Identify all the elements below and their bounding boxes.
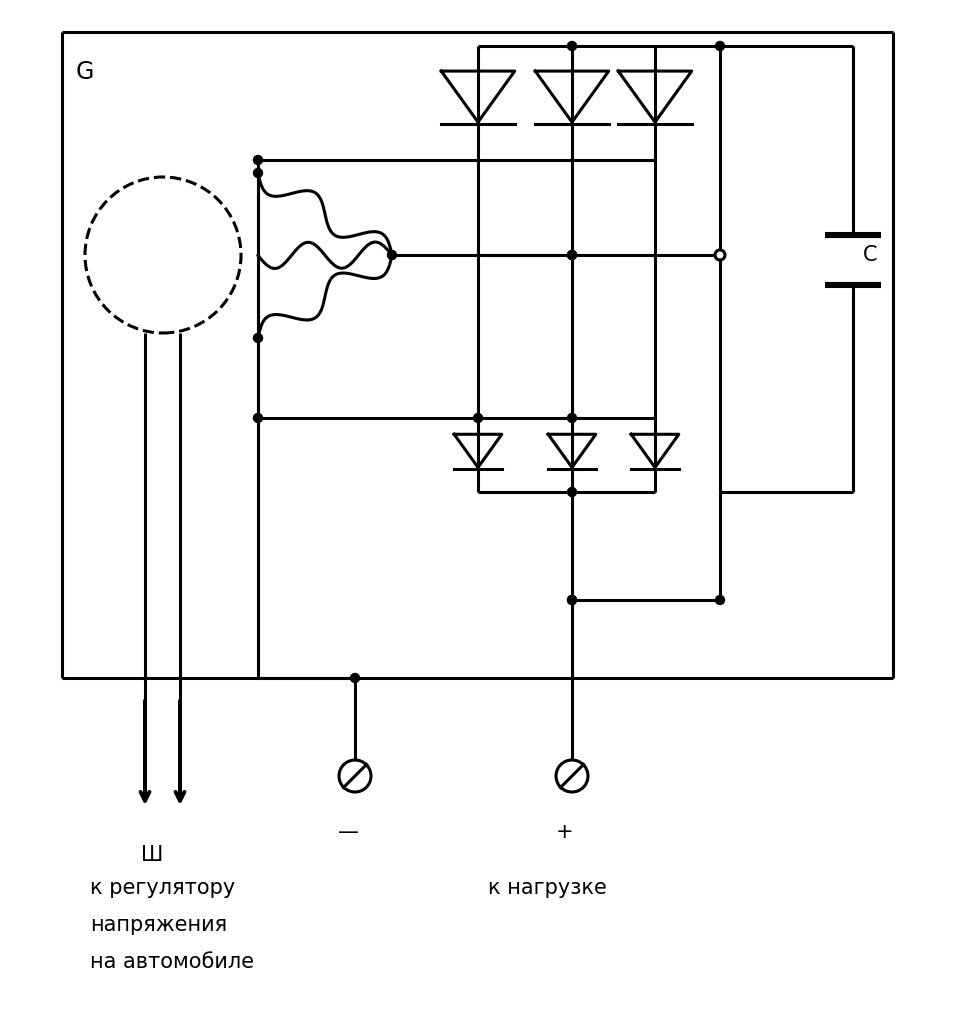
Circle shape	[567, 42, 577, 50]
Circle shape	[351, 674, 359, 683]
Text: G: G	[76, 60, 95, 84]
Text: к нагрузке: к нагрузке	[488, 878, 606, 898]
Circle shape	[716, 596, 724, 604]
Circle shape	[254, 156, 262, 165]
Text: C: C	[863, 245, 878, 265]
Circle shape	[254, 414, 262, 423]
Circle shape	[567, 251, 577, 259]
Circle shape	[254, 334, 262, 342]
Circle shape	[567, 251, 577, 259]
Text: —: —	[337, 822, 358, 842]
Text: +: +	[557, 822, 574, 842]
Text: напряжения: напряжения	[90, 915, 227, 935]
Text: к регулятору: к регулятору	[90, 878, 236, 898]
Text: на автомобиле: на автомобиле	[90, 952, 254, 972]
Text: Ш: Ш	[141, 845, 163, 865]
Circle shape	[567, 596, 577, 604]
Circle shape	[567, 487, 577, 497]
Circle shape	[715, 250, 725, 260]
Circle shape	[254, 169, 262, 177]
Circle shape	[716, 42, 724, 50]
Circle shape	[473, 414, 483, 423]
Circle shape	[387, 251, 397, 259]
Circle shape	[567, 596, 577, 604]
Circle shape	[567, 414, 577, 423]
